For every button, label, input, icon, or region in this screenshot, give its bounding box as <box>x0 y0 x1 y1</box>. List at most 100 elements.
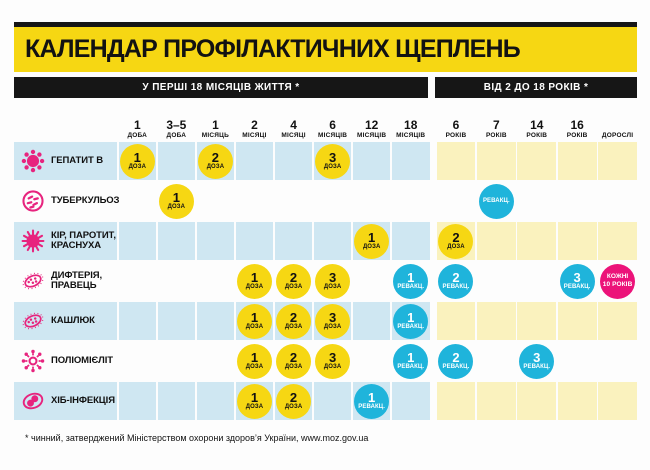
mark-number: 1 <box>368 229 376 245</box>
disease-name: ПОЛІОМІЄЛІТ <box>51 355 113 366</box>
mark-number: 3 <box>328 349 337 365</box>
mark-number: 1 <box>407 349 415 365</box>
dose-mark: 3 ДОЗА <box>315 303 351 339</box>
revaccination-mark: 2 РЕВАКЦ. <box>438 263 474 299</box>
mark-number: 1 <box>407 269 415 285</box>
section-gap <box>430 302 437 340</box>
dose-mark: 1 ДОЗА <box>236 263 272 299</box>
schedule-cell <box>437 182 476 220</box>
schedule-cell <box>197 262 235 300</box>
revaccination-mark: 3 РЕВАКЦ. <box>519 343 555 379</box>
section-gap <box>430 382 437 420</box>
schedule-cell: 1 ДОЗА <box>235 382 274 420</box>
schedule-cell <box>235 142 274 180</box>
schedule-cell <box>517 382 557 420</box>
disease-name: КАШЛЮК <box>51 315 95 326</box>
mark-label: РЕВАКЦ. <box>482 197 510 204</box>
column-header-unit: МІСЯЦІВ <box>396 132 426 139</box>
schedule-cell <box>558 342 597 380</box>
schedule-cell <box>353 262 391 300</box>
column-header-value: 2 <box>251 118 258 132</box>
mark-number: 1 <box>250 349 259 365</box>
mark-label: 10 РОКІВ <box>602 281 633 288</box>
mark-label: ДОЗА <box>128 163 146 170</box>
schedule-cell <box>314 182 352 220</box>
column-header-value: 3–5 <box>166 118 187 132</box>
schedule-cell: 2 ДОЗА <box>436 222 476 260</box>
schedule-cell <box>236 182 274 220</box>
mark-label: ДОЗА <box>284 363 303 370</box>
tuberculosis-bacteria-icon <box>19 188 46 215</box>
mark-label: РЕВАКЦ. <box>442 363 470 370</box>
schedule-cell: 2 ДОЗА <box>274 302 313 340</box>
mark-number: 1 <box>368 389 376 405</box>
row-cells-months: 1 ДОЗА 2 ДОЗА 3 ДОЗА 1 РЕВАКЦ. <box>119 342 430 380</box>
column-header-unit: МІСЯЦІВ <box>357 132 387 139</box>
mark-number: 1 <box>407 309 415 325</box>
schedule-cell <box>477 342 516 380</box>
schedule-cell: 1 РЕВАКЦ. <box>392 342 430 380</box>
disease-name: ХІБ-ІНФЕКЦІЯ <box>51 395 115 406</box>
row-cells-months: 1 ДОЗА <box>118 222 430 260</box>
schedule-cell <box>353 182 391 220</box>
column-header-value: 4 <box>290 118 297 132</box>
dose-mark: 2 ДОЗА <box>438 223 474 259</box>
schedule-cell <box>313 222 352 260</box>
dose-mark: 2 ДОЗА <box>276 383 312 419</box>
mark-label: ДОЗА <box>284 283 303 290</box>
dose-mark: 1 ДОЗА <box>158 183 194 219</box>
schedule-cell <box>353 342 391 380</box>
schedule-cell: 2 ДОЗА <box>275 342 313 380</box>
schedule-cell <box>119 182 157 220</box>
row-cells-years: РЕВАКЦ. <box>437 182 638 220</box>
schedule-cell: 1 ДОЗА <box>236 262 274 300</box>
column-header: 6 МІСЯЦІВ <box>314 119 352 140</box>
mark-label: РЕВАКЦ. <box>442 283 470 290</box>
schedule-cell <box>476 382 516 420</box>
schedule-cell <box>558 182 597 220</box>
schedule-cell <box>274 142 313 180</box>
column-header: 14 РОКІВ <box>517 119 556 140</box>
column-header-unit: МІСЯЦІ <box>242 132 267 139</box>
mark-label: ДОЗА <box>245 363 264 370</box>
row-cells-months: 1 ДОЗА 2 ДОЗА 1 РЕВАКЦ. <box>118 382 430 420</box>
schedule-cell: 3 ДОЗА <box>313 302 352 340</box>
disease-row: КАШЛЮК 1 ДОЗА 2 ДОЗА 3 ДОЗА 1 РЕВАКЦ. <box>14 302 638 340</box>
disease-row: ПОЛІОМІЄЛІТ 1 ДОЗА 2 ДОЗА 3 ДОЗА 1 РЕВАКЦ. 2 РЕВАК… <box>14 342 637 380</box>
schedule-cell <box>118 302 157 340</box>
disease-label: ТУБЕРКУЛЬОЗ <box>14 182 120 220</box>
schedule-cell <box>391 222 430 260</box>
schedule-cell <box>517 262 556 300</box>
schedule-cell <box>274 222 313 260</box>
mark-label: РЕВАКЦ. <box>358 403 386 410</box>
every-10-years-mark: КОЖНІ 10 РОКІВ <box>600 263 636 299</box>
mark-number: 3 <box>328 309 337 325</box>
dose-mark: 1 ДОЗА <box>236 303 272 339</box>
column-header-value: 7 <box>493 118 500 132</box>
mark-number: 2 <box>211 149 220 165</box>
schedule-cell <box>557 142 597 180</box>
disease-row: ХІБ-ІНФЕКЦІЯ 1 ДОЗА 2 ДОЗА 1 РЕВАКЦ. <box>14 382 638 420</box>
row-cells-years <box>436 142 638 180</box>
schedule-cell <box>598 222 638 260</box>
polio-virus-icon <box>19 348 46 375</box>
schedule-cell <box>517 302 557 340</box>
section-gap <box>430 222 437 260</box>
schedule-cell: 2 ДОЗА <box>274 382 313 420</box>
schedule-cell: 2 ДОЗА <box>196 142 235 180</box>
schedule-cell <box>436 302 476 340</box>
dose-mark: 1 ДОЗА <box>119 143 155 179</box>
disease-label: ПОЛІОМІЄЛІТ <box>14 342 117 380</box>
schedule-cell <box>352 302 391 340</box>
schedule-cell <box>157 142 196 180</box>
mark-label: ДОЗА <box>323 163 342 170</box>
page-title: КАЛЕНДАР ПРОФІЛАКТИЧНИХ ЩЕПЛЕНЬ <box>25 35 521 63</box>
column-header-value: 6 <box>452 118 460 132</box>
mark-label: ДОЗА <box>362 243 381 250</box>
schedule-cell <box>235 222 274 260</box>
disease-label: ДИФТЕРІЯ, ПРАВЕЦЬ <box>14 262 117 300</box>
mark-number: 1 <box>172 189 180 205</box>
mark-number: КОЖНІ <box>606 273 629 280</box>
column-header-unit: МІСЯЦІВ <box>317 132 348 139</box>
